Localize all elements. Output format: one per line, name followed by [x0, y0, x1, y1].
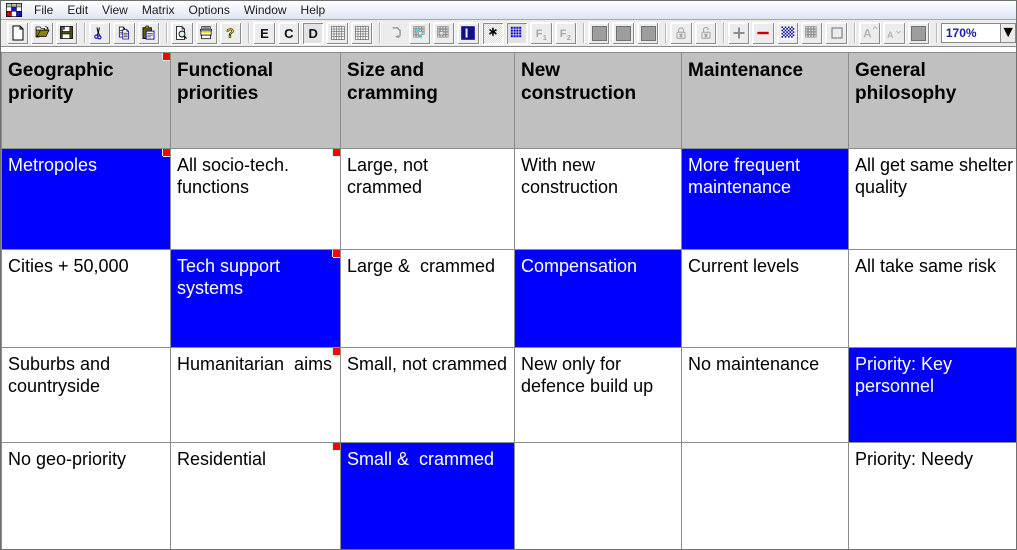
svg-text:I: I: [465, 26, 469, 41]
svg-text:A: A: [863, 27, 872, 41]
svg-text:F: F: [560, 28, 567, 40]
svg-text:1: 1: [542, 33, 546, 41]
svg-text:2: 2: [567, 33, 571, 41]
svg-text:?: ?: [226, 26, 234, 41]
svg-text:F: F: [535, 28, 542, 40]
svg-text:A: A: [887, 30, 894, 40]
